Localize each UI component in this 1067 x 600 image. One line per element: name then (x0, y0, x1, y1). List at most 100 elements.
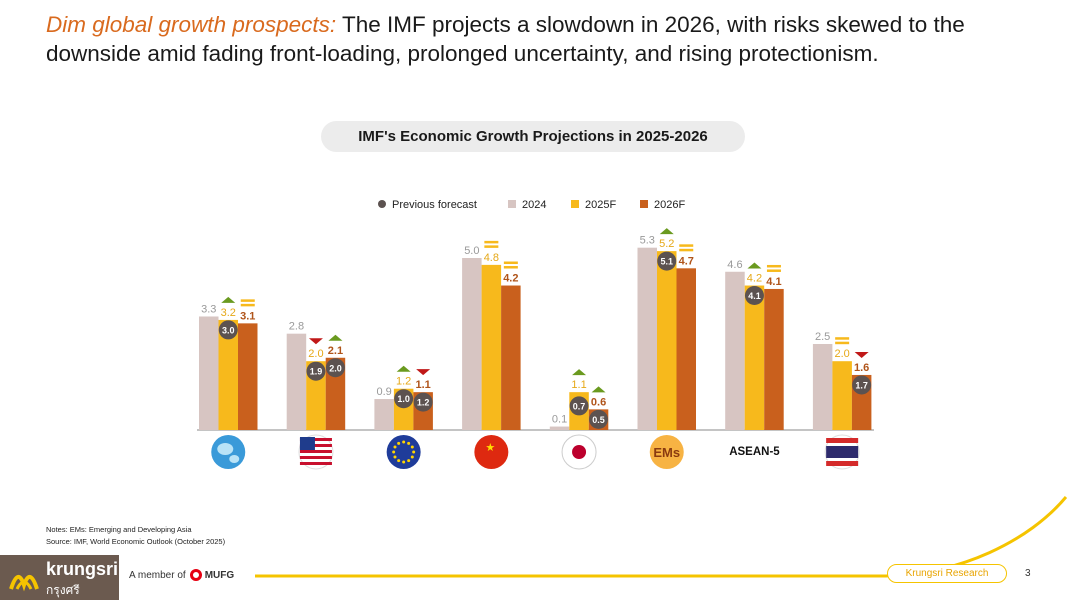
us-flag-stripe (299, 450, 332, 453)
us-flag-stripe (299, 444, 332, 447)
eu-flag-star (410, 445, 414, 449)
previous-forecast-marker-world (218, 320, 238, 340)
legend-label: 2025F (585, 199, 616, 211)
eu-flag-star (402, 460, 406, 464)
category-label-ems: EMs (653, 445, 680, 460)
data-label-2024-us: 2.8 (289, 321, 304, 333)
us-flag-stripe (299, 462, 332, 465)
data-label-2026f-world: 3.1 (240, 310, 255, 322)
eu-flag-star (407, 459, 411, 463)
data-label-2026f-euro-area: 1.1 (416, 379, 431, 391)
data-label-2024-ems: 5.3 (640, 235, 655, 247)
thailand-flag-stripe (826, 446, 859, 458)
notes: Notes: EMs: Emerging and Developing Asia… (46, 524, 225, 548)
revision-up-arrow-icon (747, 262, 762, 269)
previous-forecast-marker-euro-area (394, 389, 414, 409)
previous-forecast-marker-ems (657, 251, 677, 271)
previous-forecast-marker-japan (569, 396, 589, 416)
brand-thai: กรุงศรี (46, 583, 80, 597)
brand-name: krungsri (46, 559, 119, 579)
revision-up-arrow-icon (396, 365, 411, 372)
revision-up-arrow-icon (591, 386, 606, 393)
data-label-2025f-asean-5: 4.2 (747, 273, 762, 285)
bar-2025f-china (481, 264, 502, 430)
revision-unchanged-icon (484, 245, 499, 248)
mufg-text: MUFG (204, 569, 235, 581)
data-label-2025f-us: 2.0 (308, 348, 323, 360)
bar-2024-china (462, 258, 482, 430)
revision-unchanged-icon (679, 248, 694, 252)
bar-2025f-asean-5 (744, 285, 765, 430)
revision-unchanged-icon (679, 244, 694, 247)
data-label-2026f-japan: 0.6 (591, 396, 606, 408)
mufg-mark-icon (189, 569, 202, 581)
data-label-2024-world: 3.3 (201, 303, 216, 315)
data-label-2026f-ems: 4.7 (679, 255, 694, 267)
previous-forecast-label-us: 2.0 (329, 363, 342, 373)
us-flag-stripe (299, 456, 332, 459)
revision-unchanged-icon (766, 269, 781, 272)
revision-unchanged-icon (503, 261, 518, 265)
legend-marker-2026f (640, 200, 648, 208)
data-label-2024-euro-area: 0.9 (377, 386, 392, 398)
bar-2025f-world (218, 319, 238, 430)
us-flag-stripe (299, 438, 332, 441)
japan-flag-sun (572, 445, 587, 459)
revision-down-arrow-icon (308, 338, 323, 345)
revision-down-arrow-icon (416, 369, 431, 376)
headline-body: The IMF projects a slowdown in 2026, wit… (46, 12, 965, 66)
revision-unchanged-icon (835, 337, 850, 340)
krungsri-logo: krungsri กรุงศรี (0, 555, 119, 600)
member-of: A member of MUFG (129, 569, 234, 581)
eu-flag-star (407, 441, 411, 445)
previous-forecast-marker-us (325, 358, 345, 378)
data-label-2025f-japan: 1.1 (571, 379, 586, 391)
bar-2025f-ems (657, 251, 677, 430)
china-flag-icon (474, 435, 509, 469)
bar-2026f-asean-5 (764, 288, 784, 430)
previous-forecast-label-asean-5: 4.1 (748, 291, 761, 301)
revision-unchanged-icon (240, 299, 255, 302)
data-label-2025f-world: 3.2 (221, 307, 236, 319)
previous-forecast-label-us: 1.9 (310, 367, 323, 377)
data-label-2026f-asean-5: 4.1 (766, 276, 781, 288)
bar-2024-asean-5 (725, 271, 745, 430)
previous-forecast-marker-euro-area (413, 392, 433, 412)
krungsri-mark-icon (9, 575, 39, 592)
bar-2026f-ems (676, 268, 696, 430)
eu-flag-star (402, 440, 406, 444)
revision-down-arrow-icon (854, 351, 869, 358)
source-line: Source: IMF, World Economic Outlook (Oct… (46, 537, 226, 546)
thailand-flag-stripe (826, 461, 859, 466)
category-label-asean-5: ASEAN-5 (729, 446, 780, 458)
krungsri-research-badge: Krungsri Research (887, 564, 1007, 583)
headline-lead: Dim global growth prospects: (46, 12, 337, 37)
data-label-2026f-china: 4.2 (503, 273, 518, 285)
revision-unchanged-icon (240, 303, 255, 307)
data-label-2024-japan: 0.1 (552, 414, 567, 426)
eu-flag-star (392, 450, 396, 454)
eu-flag-star (393, 445, 397, 449)
previous-forecast-label-thailand: 1.7 (855, 380, 868, 390)
chart-title: IMF's Economic Growth Projections in 202… (321, 121, 745, 152)
legend-marker-2025f (571, 200, 579, 208)
mufg-logo: MUFG (189, 569, 235, 581)
eu-flag-star (410, 455, 414, 459)
data-label-2026f-us: 2.1 (328, 345, 343, 357)
data-label-2024-thailand: 2.5 (815, 331, 830, 343)
previous-forecast-label-ems: 5.1 (660, 257, 673, 267)
previous-forecast-label-world: 3.0 (222, 325, 235, 335)
page-number: 3 (1025, 568, 1031, 579)
china-flag-star: ★ (485, 441, 495, 454)
eu-flag-star (397, 459, 401, 463)
revision-unchanged-icon (835, 341, 850, 345)
previous-forecast-label-euro-area: 1.2 (417, 398, 430, 408)
previous-forecast-label-euro-area: 1.0 (397, 394, 410, 404)
thailand-flag-stripe (826, 438, 859, 443)
data-label-2026f-thailand: 1.6 (854, 362, 869, 374)
eu-flag-star (412, 450, 416, 454)
legend-label: 2026F (654, 199, 685, 211)
revision-unchanged-icon (484, 240, 499, 244)
bar-2024-us (286, 333, 307, 430)
globe-land-shape (229, 455, 240, 463)
